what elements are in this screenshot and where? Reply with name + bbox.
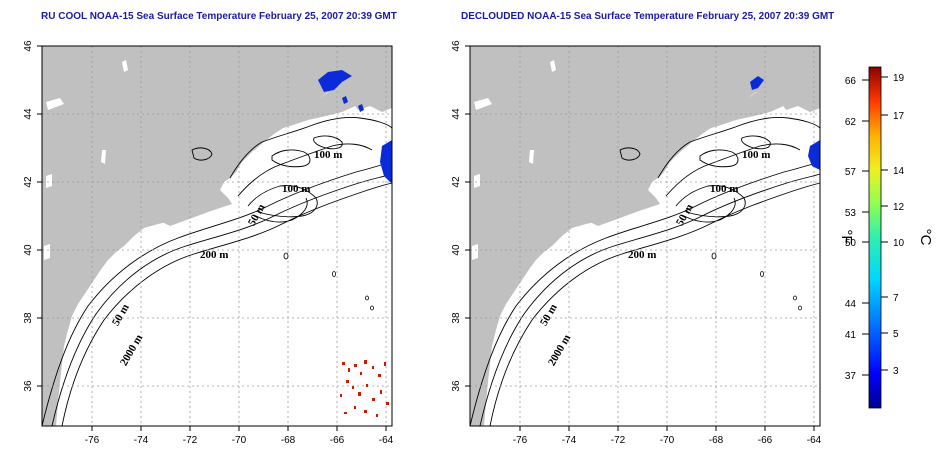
left-map-panel: 100 m 100 m 50 m 200 m 50 m 2000 m (41, 45, 393, 427)
x-tick-label: -74 (134, 435, 149, 446)
left-map-frame (41, 45, 393, 427)
f-tick-label: 62 (845, 117, 857, 128)
right-x-tick-labels: -76 -74 -72 -70 -68 -66 -64 (513, 435, 822, 446)
contour-label-50m-a: 50 m (674, 202, 696, 228)
celsius-unit-label: °C (917, 229, 934, 246)
f-tick-label: 37 (845, 371, 857, 382)
x-tick-label: -72 (183, 435, 198, 446)
c-tick-label: 3 (893, 366, 899, 377)
y-tick-label: 36 (451, 380, 462, 392)
x-tick-label: -76 (513, 435, 528, 446)
contour-label-50m-b: 50 m (538, 302, 560, 328)
colorbar-gradient (868, 66, 882, 409)
c-tick-label: 7 (893, 293, 899, 304)
x-tick-label: -68 (709, 435, 724, 446)
x-tick-label: -74 (562, 435, 577, 446)
contour-label-50m-b: 50 m (110, 302, 132, 328)
right-map-panel: 100 m 100 m 50 m 200 m 50 m 2000 m (469, 45, 821, 427)
y-tick-label: 42 (23, 176, 34, 188)
left-y-axis (37, 45, 42, 387)
colorbar: 66 62 57 53 50 44 41 37 19 17 14 12 10 7… (838, 66, 934, 409)
c-tick-label: 19 (893, 73, 905, 84)
y-tick-label: 46 (23, 40, 34, 52)
left-warm-pixels (340, 360, 389, 417)
x-tick-label: -72 (611, 435, 626, 446)
y-tick-label: 44 (23, 108, 34, 120)
right-y-axis (465, 45, 470, 387)
x-tick-label: -64 (379, 435, 394, 446)
x-tick-label: -68 (281, 435, 296, 446)
c-tick-label: 12 (893, 202, 905, 213)
f-tick-label: 57 (845, 167, 857, 178)
c-tick-label: 14 (893, 166, 905, 177)
y-tick-label: 38 (451, 312, 462, 324)
left-cold-water-patches (318, 70, 392, 184)
contour-label-200m: 200 m (200, 249, 228, 261)
y-tick-label: 46 (451, 40, 462, 52)
x-tick-label: -70 (660, 435, 675, 446)
f-tick-label: 53 (845, 208, 857, 219)
right-cold-water-patches (750, 76, 820, 170)
f-tick-label: 44 (845, 299, 857, 310)
x-tick-label: -66 (758, 435, 773, 446)
fahrenheit-unit-label: °F (838, 229, 855, 244)
f-tick-label: 66 (845, 76, 857, 87)
right-x-axis (519, 426, 815, 431)
y-tick-label: 36 (23, 380, 34, 392)
x-tick-label: -64 (807, 435, 822, 446)
left-panel-title: RU COOL NOAA-15 Sea Surface Temperature … (41, 11, 397, 22)
contour-label-100m-a: 100 m (742, 149, 770, 161)
c-tick-label: 17 (893, 111, 905, 122)
f-tick-label: 50 (845, 238, 857, 249)
c-tick-label: 10 (893, 238, 905, 249)
c-tick-label: 5 (893, 329, 899, 340)
x-tick-label: -76 (85, 435, 100, 446)
contour-label-100m-b: 100 m (282, 183, 310, 195)
y-tick-label: 42 (451, 176, 462, 188)
contour-label-50m-a: 50 m (246, 202, 268, 228)
y-tick-label: 40 (451, 244, 462, 256)
left-x-axis (91, 426, 387, 431)
x-tick-label: -70 (232, 435, 247, 446)
colorbar-c-tick-labels: 19 17 14 12 10 7 5 3 (893, 73, 905, 377)
x-tick-label: -66 (330, 435, 345, 446)
left-x-tick-labels: -76 -74 -72 -70 -68 -66 -64 (85, 435, 394, 446)
contour-label-100m-a: 100 m (314, 149, 342, 161)
y-tick-label: 44 (451, 108, 462, 120)
contour-label-100m-b: 100 m (710, 183, 738, 195)
y-tick-label: 38 (23, 312, 34, 324)
y-tick-label: 40 (23, 244, 34, 256)
right-panel-title: DECLOUDED NOAA-15 Sea Surface Temperatur… (461, 11, 835, 22)
right-y-tick-labels: 46 44 42 40 38 36 (451, 40, 462, 392)
contour-label-200m: 200 m (628, 249, 656, 261)
f-tick-label: 41 (845, 330, 857, 341)
left-y-tick-labels: 46 44 42 40 38 36 (23, 40, 34, 392)
colorbar-f-tick-labels: 66 62 57 53 50 44 41 37 (845, 76, 857, 382)
right-map-frame (469, 45, 821, 427)
